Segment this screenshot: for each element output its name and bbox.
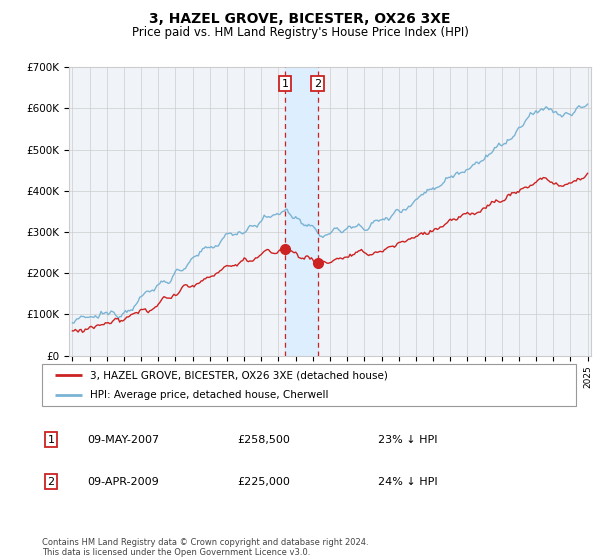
Text: 24% ↓ HPI: 24% ↓ HPI <box>378 477 437 487</box>
Text: £225,000: £225,000 <box>237 477 290 487</box>
Text: Price paid vs. HM Land Registry's House Price Index (HPI): Price paid vs. HM Land Registry's House … <box>131 26 469 39</box>
Text: 09-MAY-2007: 09-MAY-2007 <box>87 435 159 445</box>
Bar <box>285 67 318 356</box>
Text: 09-APR-2009: 09-APR-2009 <box>87 477 159 487</box>
Text: 1: 1 <box>47 435 55 445</box>
Text: Contains HM Land Registry data © Crown copyright and database right 2024.
This d: Contains HM Land Registry data © Crown c… <box>42 538 368 557</box>
Text: 1: 1 <box>281 78 289 88</box>
Text: 3, HAZEL GROVE, BICESTER, OX26 3XE: 3, HAZEL GROVE, BICESTER, OX26 3XE <box>149 12 451 26</box>
Text: £258,500: £258,500 <box>237 435 290 445</box>
Text: 2: 2 <box>47 477 55 487</box>
Text: HPI: Average price, detached house, Cherwell: HPI: Average price, detached house, Cher… <box>90 390 329 400</box>
Text: 23% ↓ HPI: 23% ↓ HPI <box>378 435 437 445</box>
Text: 2: 2 <box>314 78 322 88</box>
Text: 3, HAZEL GROVE, BICESTER, OX26 3XE (detached house): 3, HAZEL GROVE, BICESTER, OX26 3XE (deta… <box>90 370 388 380</box>
FancyBboxPatch shape <box>42 364 576 406</box>
